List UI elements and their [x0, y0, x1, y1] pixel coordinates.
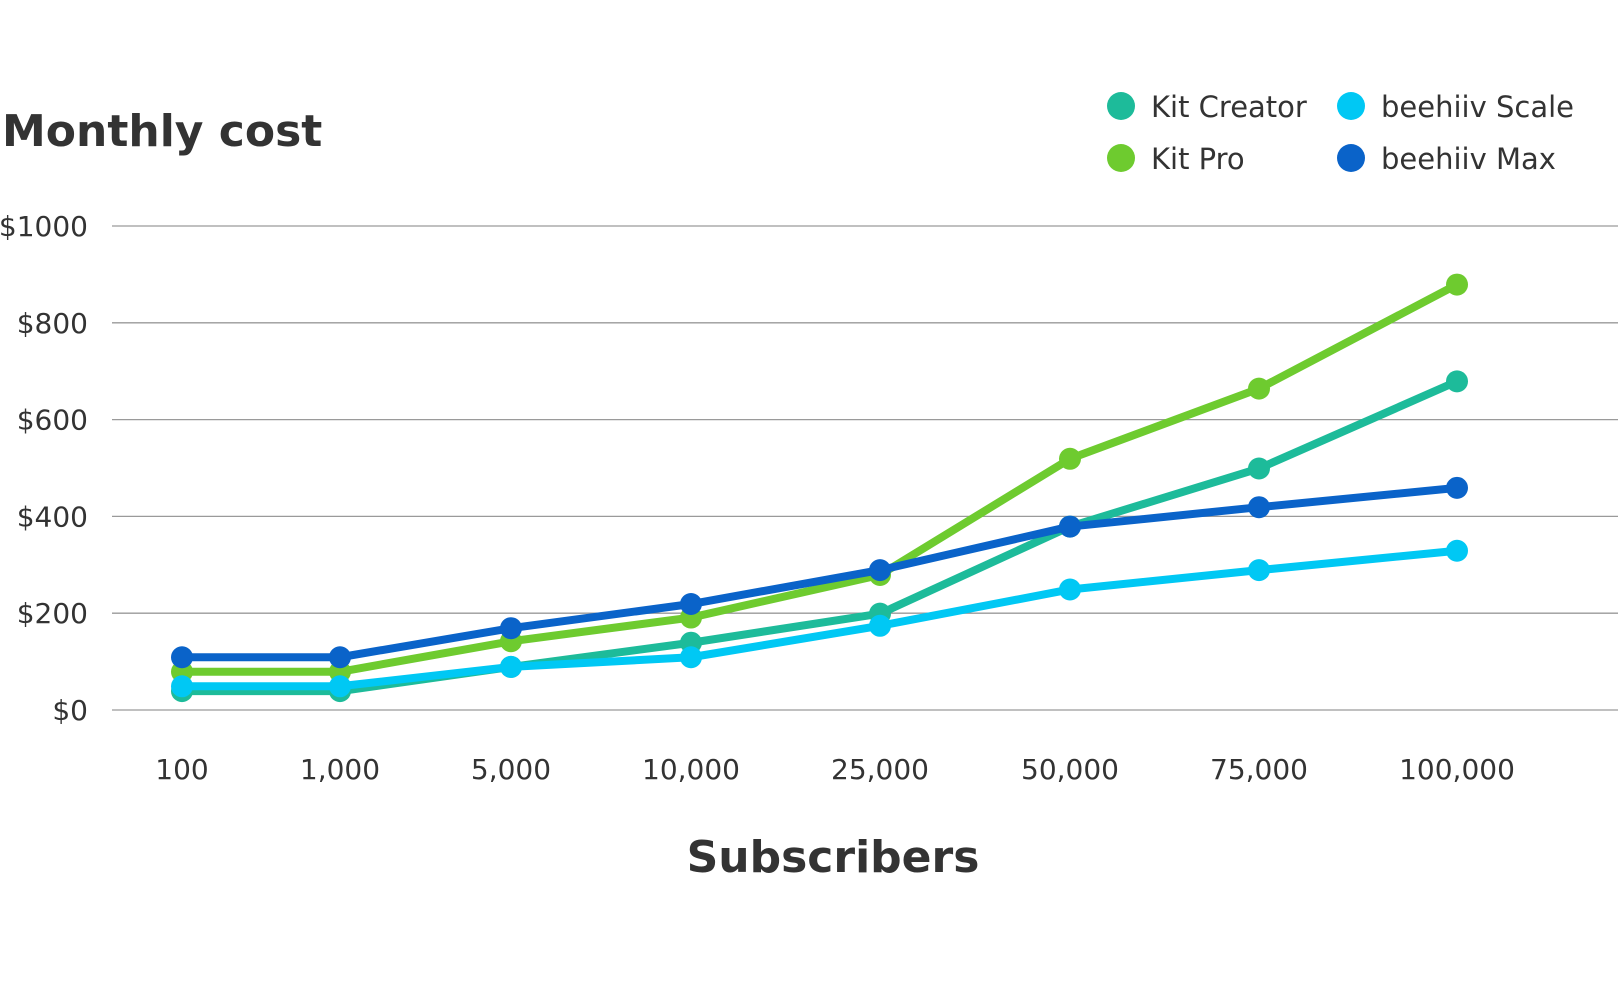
y-tick-label: $800: [17, 307, 88, 340]
series-line-beehiiv-scale: [178, 546, 1461, 691]
data-point-beehiiv-scale: [329, 675, 351, 698]
x-tick-label: 100,000: [1399, 753, 1515, 786]
data-point-beehiiv-scale: [171, 675, 193, 698]
data-point-beehiiv-max: [1059, 515, 1081, 538]
series-beehiiv-scale: [171, 539, 1468, 698]
data-point-kit-pro: [1446, 273, 1468, 296]
legend: Kit Creator Kit Pro beehiiv Scale beehiiv M…: [1107, 90, 1574, 176]
legend-label: Kit Pro: [1151, 142, 1245, 176]
series-line-kit-creator: [178, 377, 1461, 696]
data-point-beehiiv-max: [500, 617, 522, 640]
x-tick-label: 1,000: [300, 753, 380, 786]
data-point-beehiiv-max: [1248, 496, 1270, 519]
data-point-kit-creator: [1446, 370, 1468, 393]
legend-item-beehiiv-max: beehiiv Max: [1337, 142, 1556, 176]
legend-item-kit-creator: Kit Creator: [1107, 90, 1307, 124]
legend-item-beehiiv-scale: beehiiv Scale: [1337, 90, 1574, 124]
y-tick-label: $600: [17, 404, 88, 437]
y-axis-tick-labels: $0 $200 $400 $600 $800 $1000: [0, 210, 88, 727]
legend-label: Kit Creator: [1151, 90, 1307, 124]
legend-marker: [1337, 92, 1365, 120]
x-tick-label: 10,000: [642, 753, 740, 786]
data-point-beehiiv-scale: [1446, 539, 1468, 562]
data-point-kit-creator: [1248, 457, 1270, 480]
y-tick-label: $200: [17, 597, 88, 630]
y-tick-label: $400: [17, 500, 88, 533]
data-point-beehiiv-scale: [500, 655, 522, 678]
series-line-kit-pro: [178, 280, 1461, 676]
data-point-beehiiv-scale: [680, 646, 702, 669]
data-point-beehiiv-max: [171, 646, 193, 669]
x-tick-label: 75,000: [1210, 753, 1308, 786]
data-point-beehiiv-max: [1446, 476, 1468, 499]
legend-item-kit-pro: Kit Pro: [1107, 142, 1245, 176]
data-point-beehiiv-scale: [1059, 578, 1081, 601]
y-tick-label: $0: [52, 694, 88, 727]
x-tick-label: 100: [155, 753, 208, 786]
chart-title: Monthly cost: [2, 106, 322, 157]
x-tick-label: 5,000: [471, 753, 551, 786]
legend-label: beehiiv Max: [1381, 142, 1556, 176]
legend-marker: [1107, 92, 1135, 120]
x-axis-title: Subscribers: [687, 832, 980, 883]
legend-marker: [1107, 144, 1135, 172]
data-point-kit-pro: [1248, 377, 1270, 400]
data-point-beehiiv-scale: [1248, 559, 1270, 582]
data-point-beehiiv-max: [869, 559, 891, 582]
legend-label: beehiiv Scale: [1381, 90, 1574, 124]
data-point-kit-pro: [1059, 447, 1081, 470]
legend-marker: [1337, 144, 1365, 172]
data-point-beehiiv-max: [329, 646, 351, 669]
series-line-beehiiv-max: [178, 483, 1461, 662]
series-layer: [171, 273, 1468, 703]
data-point-beehiiv-max: [680, 593, 702, 616]
series-beehiiv-max: [171, 476, 1468, 669]
data-point-beehiiv-scale: [869, 614, 891, 637]
x-axis-tick-labels: 100 1,000 5,000 10,000 25,000 50,000 75,000 100…: [155, 753, 1515, 786]
y-tick-label: $1000: [0, 210, 88, 243]
x-tick-label: 50,000: [1021, 753, 1119, 786]
gridlines: [112, 225, 1618, 711]
x-tick-label: 25,000: [831, 753, 929, 786]
